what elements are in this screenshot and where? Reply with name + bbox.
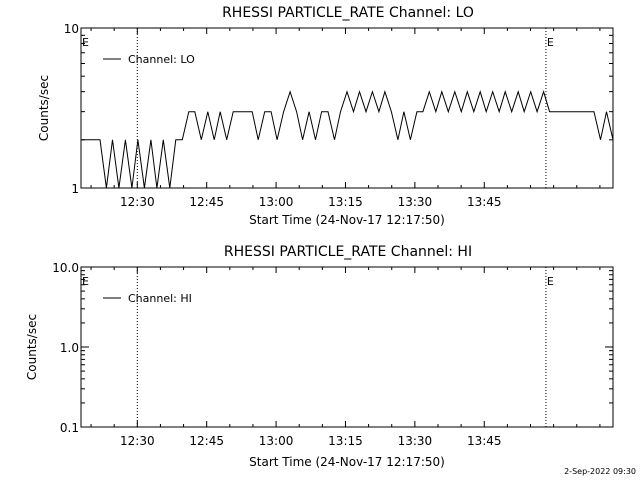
panel-lo-series-line — [81, 90, 614, 189]
panel-lo-legend: Channel: LO — [103, 53, 195, 66]
panel-hi-y-tick-label: 1.0 — [60, 341, 79, 355]
panel-hi-x-axis-label: Start Time (24-Nov-17 12:17:50) — [249, 455, 445, 469]
panel-hi-event-line-label: E — [547, 275, 554, 288]
panel-lo-title: RHESSI PARTICLE_RATE Channel: LO — [222, 5, 474, 21]
panel-hi-x-tick-label: 13:15 — [328, 434, 363, 448]
panel-hi-legend-label: Channel: HI — [128, 292, 192, 305]
panel-lo-x-tick-label: 12:45 — [189, 195, 224, 209]
panel-hi-y-tick-label: 10.0 — [52, 261, 79, 275]
panel-hi: RHESSI PARTICLE_RATE Channel: HI Counts/… — [25, 244, 614, 469]
panel-lo-x-tick-label: 13:45 — [467, 195, 502, 209]
panel-lo-x-tick-label: 12:30 — [120, 195, 155, 209]
panel-lo: RHESSI PARTICLE_RATE Channel: LO Counts/… — [37, 5, 614, 227]
panel-hi-y-tick-label: 0.1 — [60, 421, 79, 435]
panel-lo-plot-frame — [80, 27, 614, 189]
panel-lo-y-tick-label: 1 — [71, 182, 79, 196]
panel-hi-event-label-left: E — [82, 275, 89, 288]
panel-hi-event-lines: E — [136, 267, 614, 427]
panel-lo-x-tick-label: 13:15 — [328, 195, 363, 209]
panel-hi-x-tick-label: 12:45 — [189, 434, 224, 448]
panel-lo-series — [81, 90, 614, 189]
footer-timestamp: 2-Sep-2022 09:30 — [564, 467, 636, 476]
panel-hi-legend: Channel: HI — [103, 292, 192, 305]
panel-lo-x-tick-label: 13:00 — [259, 195, 294, 209]
panel-lo-legend-label: Channel: LO — [128, 53, 195, 66]
panel-lo-event-line-label: E — [547, 36, 554, 49]
panel-hi-x-tick-label: 13:00 — [259, 434, 294, 448]
panel-lo-ticks: 12:30 12:45 13:00 13:15 13:30 13:45 1 10 — [64, 22, 613, 209]
panel-lo-event-label-left: E — [82, 36, 89, 49]
panel-hi-plot-frame — [80, 266, 614, 428]
panel-lo-x-axis-label: Start Time (24-Nov-17 12:17:50) — [249, 213, 445, 227]
panel-hi-ticks: 12:30 12:45 13:00 13:15 13:30 13:45 0.1 1.0 10.0 — [52, 261, 613, 448]
panel-hi-title: RHESSI PARTICLE_RATE Channel: HI — [224, 244, 472, 260]
panel-lo-y-tick-label: 10 — [64, 22, 79, 36]
panel-lo-event-lines: E — [136, 28, 614, 188]
panel-hi-x-tick-label: 13:30 — [398, 434, 433, 448]
panel-hi-x-tick-label: 13:45 — [467, 434, 502, 448]
panel-hi-x-tick-label: 12:30 — [120, 434, 155, 448]
panel-lo-y-axis-label: Counts/sec — [37, 75, 51, 141]
panel-lo-x-tick-label: 13:30 — [398, 195, 433, 209]
panel-hi-y-axis-label: Counts/sec — [25, 314, 39, 380]
